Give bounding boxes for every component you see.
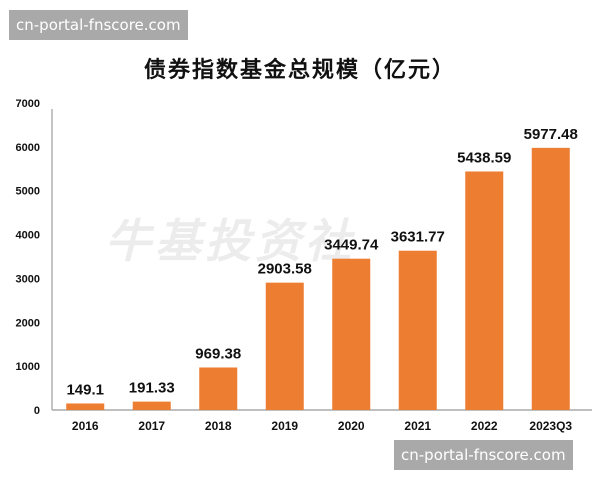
y-tick-label: 4000 <box>16 230 40 242</box>
x-tick-label: 2016 <box>72 419 99 433</box>
bar <box>132 401 171 410</box>
data-label: 5438.59 <box>457 149 511 166</box>
y-tick-label: 3000 <box>16 273 40 285</box>
data-label: 149.1 <box>66 381 104 398</box>
watermark-bottom: cn-portal-fnscore.com <box>394 440 573 470</box>
data-label: 969.38 <box>195 345 241 362</box>
bar <box>66 403 105 410</box>
data-label: 2903.58 <box>258 261 312 278</box>
watermark-top: cn-portal-fnscore.com <box>9 10 188 40</box>
bar <box>465 171 504 410</box>
data-label: 191.33 <box>129 380 175 397</box>
y-tick-label: 5000 <box>16 186 40 198</box>
y-tick-label: 0 <box>34 405 40 417</box>
chart-title: 债券指数基金总规模（亿元） <box>143 58 456 83</box>
x-tick-label: 2022 <box>471 419 498 433</box>
x-tick-label: 2023Q3 <box>529 419 572 433</box>
y-tick-label: 6000 <box>16 142 40 154</box>
logo-watermark: 牛基投资社 <box>105 214 355 268</box>
x-tick-label: 2021 <box>404 419 431 433</box>
x-tick-label: 2017 <box>138 419 165 433</box>
bar <box>398 250 437 410</box>
x-tick-label: 2019 <box>271 419 298 433</box>
data-label: 5977.48 <box>524 126 578 143</box>
x-tick-label: 2018 <box>205 419 232 433</box>
y-tick-label: 1000 <box>16 361 40 373</box>
bar <box>332 258 371 410</box>
bar <box>199 367 238 410</box>
bar <box>531 147 570 411</box>
bar <box>265 282 304 410</box>
y-tick-label: 7000 <box>16 98 40 110</box>
y-tick-label: 2000 <box>16 317 40 329</box>
x-tick-label: 2020 <box>338 419 365 433</box>
data-label: 3631.77 <box>391 229 445 246</box>
data-label: 3449.74 <box>324 237 379 254</box>
